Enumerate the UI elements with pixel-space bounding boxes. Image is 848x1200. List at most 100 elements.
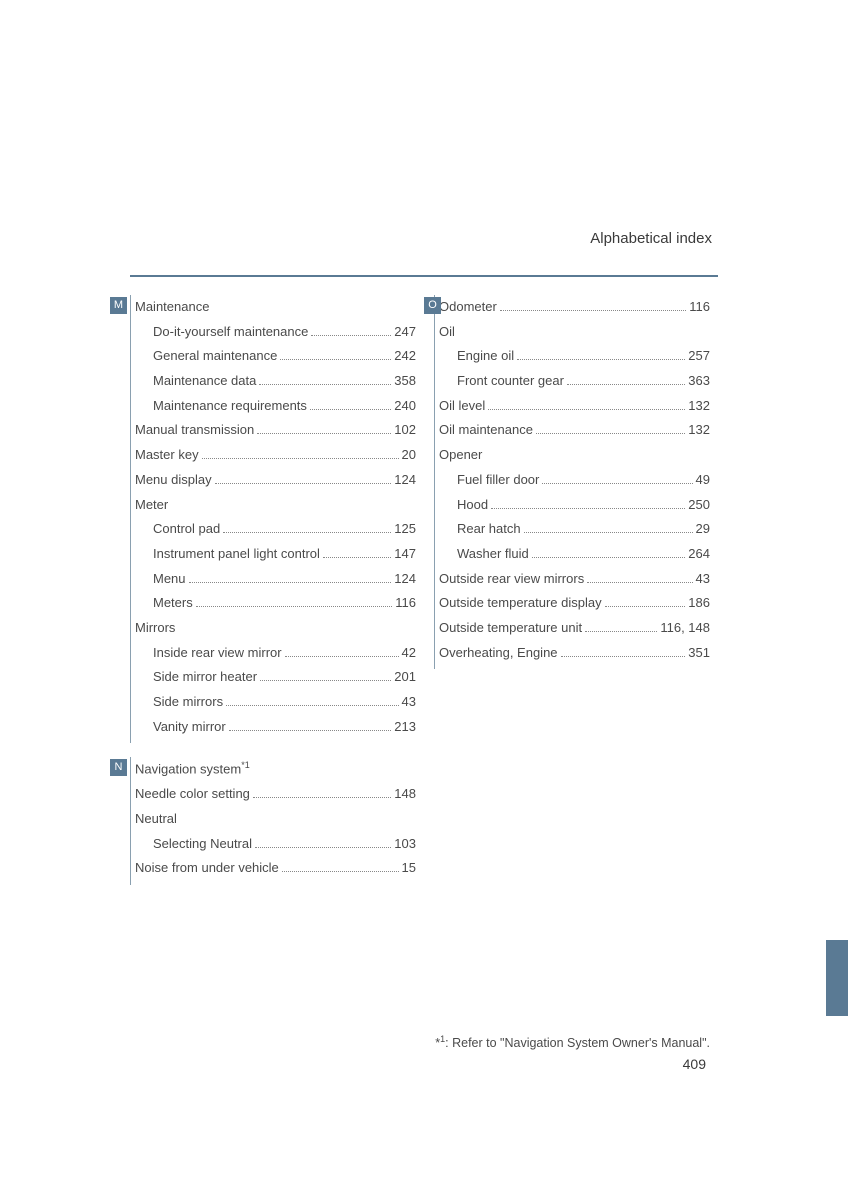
- leader-dots: [310, 409, 391, 410]
- leader-dots: [223, 532, 391, 533]
- leader-dots: [542, 483, 692, 484]
- index-entry: Side mirror heater 201: [135, 665, 424, 690]
- entry-page: 213: [394, 715, 424, 740]
- entry-label: Neutral: [135, 807, 177, 832]
- entry-page: 201: [394, 665, 424, 690]
- page-number: 409: [683, 1056, 706, 1072]
- entry-label: Outside temperature unit: [439, 616, 582, 641]
- leader-dots: [229, 730, 392, 731]
- leader-dots: [605, 606, 686, 607]
- entry-page: 257: [688, 344, 718, 369]
- entry-page: 125: [394, 517, 424, 542]
- entry-page: 124: [394, 567, 424, 592]
- left-column: MMaintenanceDo-it-yourself maintenance24…: [130, 295, 424, 899]
- entry-page: 49: [696, 468, 718, 493]
- index-entry: Control pad 125: [135, 517, 424, 542]
- entry-page: 148: [394, 782, 424, 807]
- entry-page: 42: [402, 641, 424, 666]
- entry-page: 15: [402, 856, 424, 881]
- leader-dots: [259, 384, 391, 385]
- index-entry: Instrument panel light control 147: [135, 542, 424, 567]
- index-entry: Meters116: [135, 591, 424, 616]
- index-entry: Noise from under vehicle15: [135, 856, 424, 881]
- index-entry: Maintenance data 358: [135, 369, 424, 394]
- entry-label: Maintenance data: [153, 369, 256, 394]
- entry-page: 43: [402, 690, 424, 715]
- entry-label: Inside rear view mirror: [153, 641, 282, 666]
- index-entry: Menu display124: [135, 468, 424, 493]
- leader-dots: [567, 384, 685, 385]
- index-entry: Mirrors: [135, 616, 424, 641]
- entry-page: 363: [688, 369, 718, 394]
- entry-label: Manual transmission: [135, 418, 254, 443]
- entry-label: Oil maintenance: [439, 418, 533, 443]
- index-entry: Outside temperature unit116, 148: [439, 616, 718, 641]
- entry-label: Outside rear view mirrors: [439, 567, 584, 592]
- entry-page: 351: [688, 641, 718, 666]
- index-entry: Maintenance: [135, 295, 424, 320]
- entry-page: 264: [688, 542, 718, 567]
- entry-label: Meters: [153, 591, 193, 616]
- index-entry: Inside rear view mirror 42: [135, 641, 424, 666]
- entry-page: 147: [394, 542, 424, 567]
- entry-label: Needle color setting: [135, 782, 250, 807]
- entry-label: Maintenance: [135, 295, 209, 320]
- entry-label: Meter: [135, 493, 168, 518]
- leader-dots: [311, 335, 391, 336]
- entry-label: Mirrors: [135, 616, 175, 641]
- leader-dots: [280, 359, 391, 360]
- entry-page: 43: [696, 567, 718, 592]
- index-page: Alphabetical index MMaintenanceDo-it-you…: [130, 230, 718, 899]
- index-entry: General maintenance242: [135, 344, 424, 369]
- index-entry: Vanity mirror 213: [135, 715, 424, 740]
- index-entry: Master key20: [135, 443, 424, 468]
- entry-page: 358: [394, 369, 424, 394]
- thumb-tab: [826, 940, 848, 1016]
- page-title: Alphabetical index: [130, 230, 718, 247]
- index-entry: Fuel filler door 49: [439, 468, 718, 493]
- entry-page: 132: [688, 394, 718, 419]
- entry-page: 186: [688, 591, 718, 616]
- entry-label: Vanity mirror: [153, 715, 226, 740]
- index-entry: Outside temperature display186: [439, 591, 718, 616]
- entry-page: 103: [394, 832, 424, 857]
- index-section: NNavigation system*1Needle color setting…: [130, 757, 424, 885]
- index-entry: Overheating, Engine351: [439, 641, 718, 666]
- leader-dots: [253, 797, 391, 798]
- leader-dots: [491, 508, 685, 509]
- index-entry: Meter: [135, 493, 424, 518]
- entry-label: Menu: [153, 567, 186, 592]
- index-entry: Opener: [439, 443, 718, 468]
- index-entry: Maintenance requirements240: [135, 394, 424, 419]
- entry-label: Navigation system*1: [135, 757, 250, 782]
- entry-label: Instrument panel light control: [153, 542, 320, 567]
- entry-page: 124: [394, 468, 424, 493]
- index-entry: Oil level 132: [439, 394, 718, 419]
- leader-dots: [323, 557, 391, 558]
- entry-label: Control pad: [153, 517, 220, 542]
- index-entry: Front counter gear363: [439, 369, 718, 394]
- index-entry: Oil: [439, 320, 718, 345]
- entry-label: Engine oil: [457, 344, 514, 369]
- entry-page: 247: [394, 320, 424, 345]
- leader-dots: [532, 557, 686, 558]
- leader-dots: [282, 871, 399, 872]
- index-entry: Oil maintenance 132: [439, 418, 718, 443]
- entry-page: 132: [688, 418, 718, 443]
- entry-label: Oil level: [439, 394, 485, 419]
- leader-dots: [189, 582, 392, 583]
- entry-label: Side mirror heater: [153, 665, 257, 690]
- leader-dots: [260, 680, 391, 681]
- leader-dots: [196, 606, 393, 607]
- entry-label: Fuel filler door: [457, 468, 539, 493]
- index-entry: Side mirrors43: [135, 690, 424, 715]
- entry-label: Oil: [439, 320, 455, 345]
- index-entry: Manual transmission102: [135, 418, 424, 443]
- entry-label: Selecting Neutral: [153, 832, 252, 857]
- entry-page: 20: [402, 443, 424, 468]
- entry-page: 29: [696, 517, 718, 542]
- entry-label: Hood: [457, 493, 488, 518]
- leader-dots: [585, 631, 657, 632]
- index-entry: Washer fluid264: [439, 542, 718, 567]
- leader-dots: [226, 705, 398, 706]
